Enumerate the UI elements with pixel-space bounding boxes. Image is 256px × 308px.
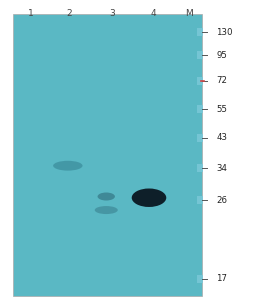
Text: M: M (186, 9, 193, 18)
Bar (197, 164, 203, 172)
Ellipse shape (95, 206, 118, 214)
Bar (197, 51, 203, 59)
Bar (197, 77, 203, 85)
Text: 1: 1 (28, 9, 34, 18)
Ellipse shape (132, 188, 166, 207)
Bar (197, 275, 203, 283)
Text: 17: 17 (216, 274, 227, 283)
Bar (197, 28, 203, 36)
Text: 72: 72 (216, 76, 227, 85)
Bar (197, 134, 203, 142)
Ellipse shape (98, 192, 115, 201)
Text: 4: 4 (151, 9, 156, 18)
Text: 55: 55 (216, 105, 227, 114)
Ellipse shape (53, 161, 82, 171)
Text: 130: 130 (216, 28, 233, 37)
Text: 43: 43 (216, 133, 227, 142)
Text: 3: 3 (110, 9, 115, 18)
Text: 2: 2 (66, 9, 72, 18)
Bar (197, 105, 203, 113)
Text: 34: 34 (216, 164, 227, 173)
Bar (197, 196, 203, 204)
Text: 95: 95 (216, 51, 227, 60)
FancyBboxPatch shape (13, 14, 202, 296)
Text: 26: 26 (216, 196, 227, 205)
